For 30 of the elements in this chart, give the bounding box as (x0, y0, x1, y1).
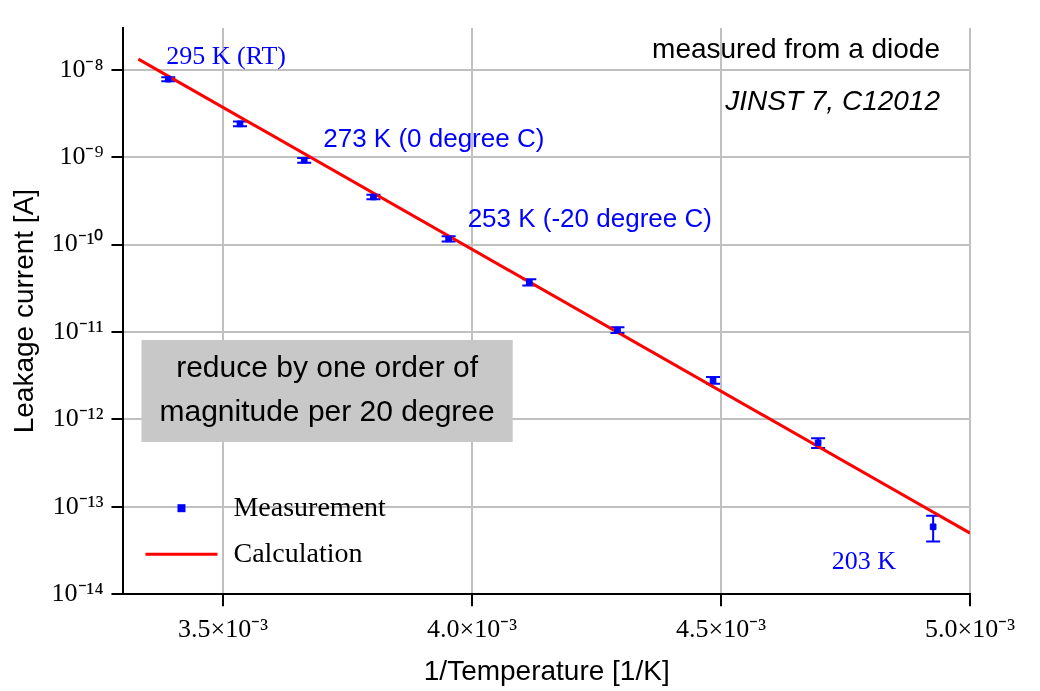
point (525, 278, 533, 286)
legend-label: Calculation (233, 536, 363, 568)
point (164, 75, 172, 83)
annotation: measured from a diode (652, 32, 940, 64)
annotation: 295 K (RT) (166, 40, 287, 70)
x-tick-label: 5.0×10⁻³ (925, 613, 1016, 643)
legend-label: Measurement (233, 490, 387, 522)
point (614, 326, 621, 334)
y-tick-label: 10⁻¹¹ (52, 315, 104, 345)
y-tick-label: 10⁻⁹ (59, 140, 104, 170)
point (929, 523, 937, 531)
y-tick-label: 10⁻¹⁴ (51, 578, 104, 608)
y-tick-label: 10⁻¹³ (52, 490, 104, 520)
annotation: 253 K (-20 degree C) (467, 203, 712, 234)
x-tick-label: 4.0×10⁻³ (427, 613, 518, 643)
y-axis-title: Leakage current [A] (7, 188, 39, 434)
annotation: JINST 7, C12012 (724, 84, 941, 116)
annotation: reduce by one order of magnitude per 20 degree (159, 350, 495, 428)
y-tick-label: 10⁻¹⁰ (51, 228, 104, 258)
point (300, 156, 308, 164)
x-axis-title: 1/Temperature [1/K] (423, 654, 670, 686)
point (445, 235, 452, 243)
annotation: 273 K (0 degree C) (323, 123, 545, 154)
point (236, 120, 244, 128)
x-tick-label: 3.5×10⁻³ (178, 613, 269, 643)
annotation: 203 K (831, 545, 897, 575)
x-tick-label: 4.5×10⁻³ (676, 613, 767, 643)
y-tick-label: 10⁻¹² (52, 403, 104, 433)
y-tick-label: 10⁻⁸ (59, 53, 104, 83)
point (370, 193, 377, 201)
